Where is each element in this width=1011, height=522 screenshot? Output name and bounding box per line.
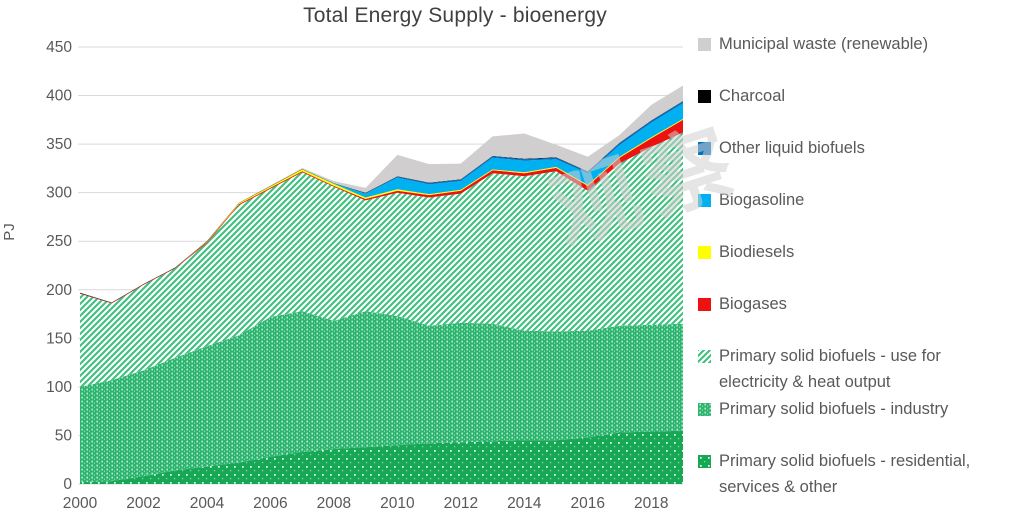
x-tick-label: 2016 [571,495,605,512]
legend-swatch-icon [698,403,711,416]
y-tick-label: 350 [46,136,72,153]
legend-label: Primary solid biofuels - industry [719,400,949,418]
legend-label: Primary solid biofuels - residential, se… [719,452,971,496]
legend-item: Municipal waste (renewable) [698,31,1008,57]
x-tick-label: 2004 [190,495,225,512]
x-tick-label: 2006 [253,495,287,512]
area-series-primary-solid-biofuels-use-for-electricity-heat-output [80,132,683,387]
legend-item: Biogases [698,291,1008,317]
legend-swatch-icon [698,194,711,207]
y-tick-label: 150 [46,330,72,347]
legend-item: Biodiesels [698,239,1008,265]
area-series-primary-solid-biofuels-residential-services-other [80,430,683,484]
legend-label: Other liquid biofuels [719,139,865,157]
legend-label: Charcoal [719,87,786,105]
chart-legend: Municipal waste (renewable) Charcoal Other… [698,31,1008,522]
area-series-group [80,85,683,484]
area-series-municipal-waste-renewable- [80,85,683,303]
y-tick-label: 50 [55,427,73,444]
y-axis-title: PJ [1,223,18,241]
x-tick-label: 2010 [380,495,415,512]
y-tick-label: 400 [46,88,72,105]
x-tick-label: 2018 [634,495,668,512]
legend-swatch-icon [698,350,711,363]
legend-swatch-icon [698,246,711,259]
x-tick-label: 2002 [126,495,160,512]
x-tick-label: 2008 [317,495,351,512]
chart-title: Total Energy Supply - bioenergy [303,4,607,27]
legend-item: Primary solid biofuels - use for electri… [698,343,1008,395]
area-series-primary-solid-biofuels-industry [80,311,683,483]
legend-item: Primary solid biofuels - residential, se… [698,448,1008,500]
x-axis-labels: 2000 2002 2004 2006 2008 2010 2012 2014 2016 2018 [63,495,669,512]
y-tick-label: 0 [63,476,72,493]
legend-item: Primary solid biofuels - industry [698,396,1008,422]
y-tick-label: 450 [46,39,72,56]
legend-label: Municipal waste (renewable) [719,35,929,53]
y-tick-label: 100 [46,379,72,396]
y-axis-labels: 0 50 100 150 200 250 300 350 400 450 [46,39,72,493]
legend-item: Charcoal [698,83,1008,109]
legend-swatch-icon [698,455,711,468]
legend-swatch-icon [698,38,711,51]
legend-label: Biogasoline [719,191,805,209]
x-tick-label: 2014 [507,495,542,512]
legend-item: Biogasoline [698,187,1008,213]
y-tick-label: 300 [46,185,72,202]
legend-label: Biogases [719,295,787,313]
legend-swatch-icon [698,90,711,103]
x-tick-label: 2012 [444,495,478,512]
legend-label: Primary solid biofuels - use for electri… [719,347,941,391]
legend-item: Other liquid biofuels [698,135,1008,161]
y-tick-label: 200 [46,282,72,299]
legend-swatch-icon [698,142,711,155]
legend-label: Biodiesels [719,243,795,261]
x-tick-label: 2000 [63,495,98,512]
legend-swatch-icon [698,298,711,311]
y-tick-label: 250 [46,233,72,250]
